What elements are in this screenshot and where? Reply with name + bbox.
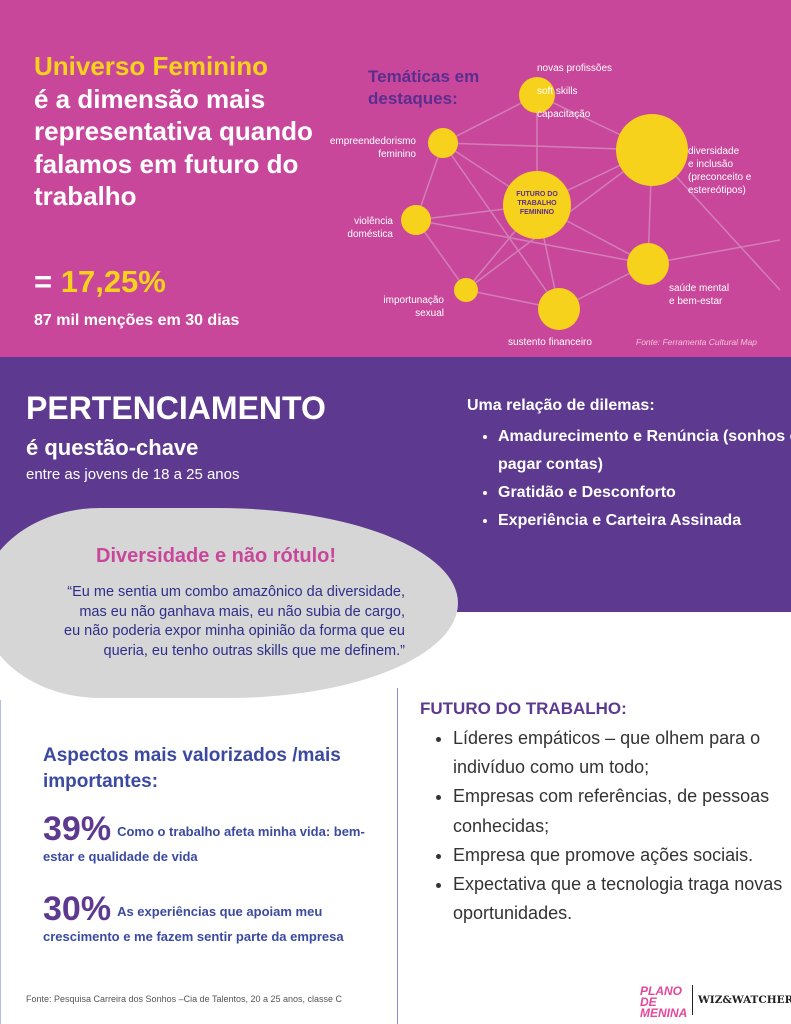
node-saude-mental	[627, 243, 669, 285]
wiz-watcher-logo: WIZ&WATCHER	[698, 994, 791, 1006]
node-label-sustento: sustento financeiro	[508, 337, 592, 348]
node-label-importunacao: importunação sexual	[383, 295, 444, 319]
dilema-item: Amadurecimento e Renúncia (sonhos e paga…	[498, 423, 791, 479]
dilemas-list: Amadurecimento e Renúncia (sonhos e paga…	[478, 423, 791, 535]
mentions-count: 87 mil menções em 30 dias	[34, 312, 240, 329]
node-importunacao	[454, 278, 478, 302]
pertenciamento-title: PERTENCIAMENTO	[26, 390, 326, 426]
future-item: Empresas com referências, de pessoas con…	[453, 782, 791, 840]
themes-network-diagram	[401, 77, 781, 330]
node-center	[503, 171, 571, 239]
node-empreendedorismo	[428, 128, 458, 158]
node-label-violencia: violência doméstica	[347, 216, 393, 240]
headline-accent: Universo Feminino	[34, 51, 269, 81]
percent-line: = 17,25%	[34, 264, 166, 300]
stat-block: 39% Como o trabalho afeta minha vida: bem…	[43, 810, 373, 866]
network-center-label: FUTURO DO TRABALHO FEMININO	[516, 191, 558, 216]
headline: Universo Feminino é a dimensão mais repr…	[34, 50, 354, 213]
network-nodes	[401, 77, 688, 330]
node-label-diversidade: diversidade e inclusão (preconceito e es…	[688, 146, 752, 196]
future-title: FUTURO DO TRABALHO:	[420, 699, 627, 718]
plano-de-menina-logo: PLANO DE MENINA	[640, 984, 688, 1020]
quote-bubble-title: Diversidade e não rótulo!	[96, 545, 337, 567]
node-label-saude-mental: saúde mental e bem-estar	[669, 283, 730, 307]
stat-text: Como o trabalho afeta minha vida: bem-es…	[43, 824, 365, 864]
stat-block: 30% As experiências que apoiam meu cresci…	[43, 890, 373, 946]
node-label-novas-profissoes: novas profissões soft skills capacitação	[537, 63, 613, 120]
left-border	[0, 700, 1, 1024]
source-cultural-map: Fonte: Ferramenta Cultural Map	[636, 337, 757, 347]
column-divider	[397, 688, 398, 1024]
dilema-item: Gratidão e Desconforto	[498, 479, 791, 507]
logo-separator	[692, 985, 693, 1015]
pertenciamento-note: entre as jovens de 18 a 25 anos	[26, 466, 240, 483]
future-item: Empresa que promove ações sociais.	[453, 841, 791, 870]
network-title: Temáticas em destaques:	[368, 67, 480, 108]
testimonial-quote: “Eu me sentia um combo amazônico da dive…	[64, 584, 405, 659]
node-diversidade	[616, 114, 688, 186]
source-pesquisa: Fonte: Pesquisa Carreira dos Sonhos –Cia…	[26, 994, 343, 1004]
stat-text: As experiências que apoiam meu crescimen…	[43, 904, 344, 944]
future-list: Líderes empáticos – que olhem para o ind…	[433, 724, 791, 928]
aspects-title: Aspectos mais valorizados /mais importan…	[43, 745, 341, 792]
node-label-empreendedorismo: empreendedorismo feminino	[329, 136, 416, 160]
node-violencia	[401, 205, 431, 235]
dilemas-title: Uma relação de dilemas:	[467, 397, 655, 414]
node-novas-profissoes	[519, 77, 555, 113]
quote-bubble	[0, 508, 458, 698]
pertenciamento-subtitle: é questão-chave	[26, 435, 199, 460]
future-item: Líderes empáticos – que olhem para o ind…	[453, 724, 791, 782]
headline-rest: é a dimensão mais representativa quando …	[34, 83, 313, 212]
stat-value: 30%	[43, 890, 112, 928]
dilema-item: Experiência e Carteira Assinada	[498, 507, 791, 535]
percent-value: 17,25%	[60, 264, 166, 299]
stat-value: 39%	[43, 810, 112, 848]
network-edges	[415, 94, 781, 310]
future-item: Expectativa que a tecnologia traga novas…	[453, 870, 791, 928]
equals-sign: =	[34, 264, 61, 299]
node-sustento	[538, 288, 580, 330]
